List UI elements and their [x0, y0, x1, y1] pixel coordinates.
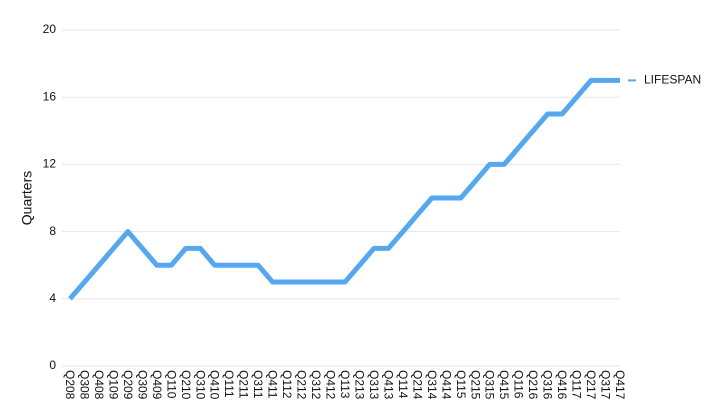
x-tick-label: Q414 [439, 370, 453, 400]
x-tick-label: Q312 [309, 370, 323, 400]
x-tick-label: Q416 [555, 370, 569, 400]
x-tick-label: Q308 [77, 370, 91, 400]
x-tick-label: Q317 [599, 370, 613, 400]
legend-label: LIFESPAN [644, 73, 701, 87]
x-tick-label: Q216 [526, 370, 540, 400]
x-tick-label: Q116 [512, 370, 526, 399]
x-tick-label: Q408 [92, 370, 106, 400]
x-tick-label: Q411 [266, 370, 280, 399]
x-tick-label: Q117 [570, 370, 584, 399]
y-tick-label: 12 [43, 157, 57, 171]
x-tick-label: Q214 [410, 370, 424, 400]
x-tick-label: Q110 [164, 370, 178, 399]
y-tick-label: 0 [49, 358, 56, 372]
x-tick-label: Q315 [483, 370, 497, 400]
x-tick-label: Q208 [63, 370, 77, 400]
x-tick-label: Q316 [541, 370, 555, 400]
x-tick-label: Q114 [396, 370, 410, 399]
x-tick-label: Q314 [425, 370, 439, 400]
x-tick-label: Q413 [381, 370, 395, 400]
x-tick-label: Q415 [497, 370, 511, 400]
x-tick-label: Q212 [295, 370, 309, 400]
x-tick-label: Q109 [106, 370, 120, 400]
x-tick-label: Q410 [208, 370, 222, 400]
x-tick-label: Q313 [367, 370, 381, 400]
line-series [68, 77, 620, 301]
y-tick-label: 16 [43, 89, 57, 103]
x-tick-label: Q217 [584, 370, 598, 400]
x-tick-label: Q412 [324, 370, 338, 400]
x-tick-label: Q209 [121, 370, 135, 400]
x-tick-label: Q115 [454, 370, 468, 399]
x-tick-label: Q112 [280, 370, 294, 399]
x-tick-label: Q211 [237, 370, 251, 399]
x-tick-label: Q311 [251, 370, 265, 399]
x-tick-label: Q213 [352, 370, 366, 400]
y-axis-label: Quarters [19, 171, 35, 225]
x-tick-label: Q309 [135, 370, 149, 400]
y-tick-label: 8 [49, 224, 56, 238]
x-tick-label: Q215 [468, 370, 482, 400]
x-tick-label: Q409 [150, 370, 164, 400]
x-tick-label: Q210 [179, 370, 193, 400]
x-tick-label: Q111 [222, 370, 236, 398]
x-tick-label: Q417 [613, 370, 627, 400]
x-tick-label: Q113 [338, 370, 352, 399]
y-tick-label: 20 [43, 22, 57, 36]
x-tick-label: Q310 [193, 370, 207, 400]
y-tick-label: 4 [49, 291, 56, 305]
